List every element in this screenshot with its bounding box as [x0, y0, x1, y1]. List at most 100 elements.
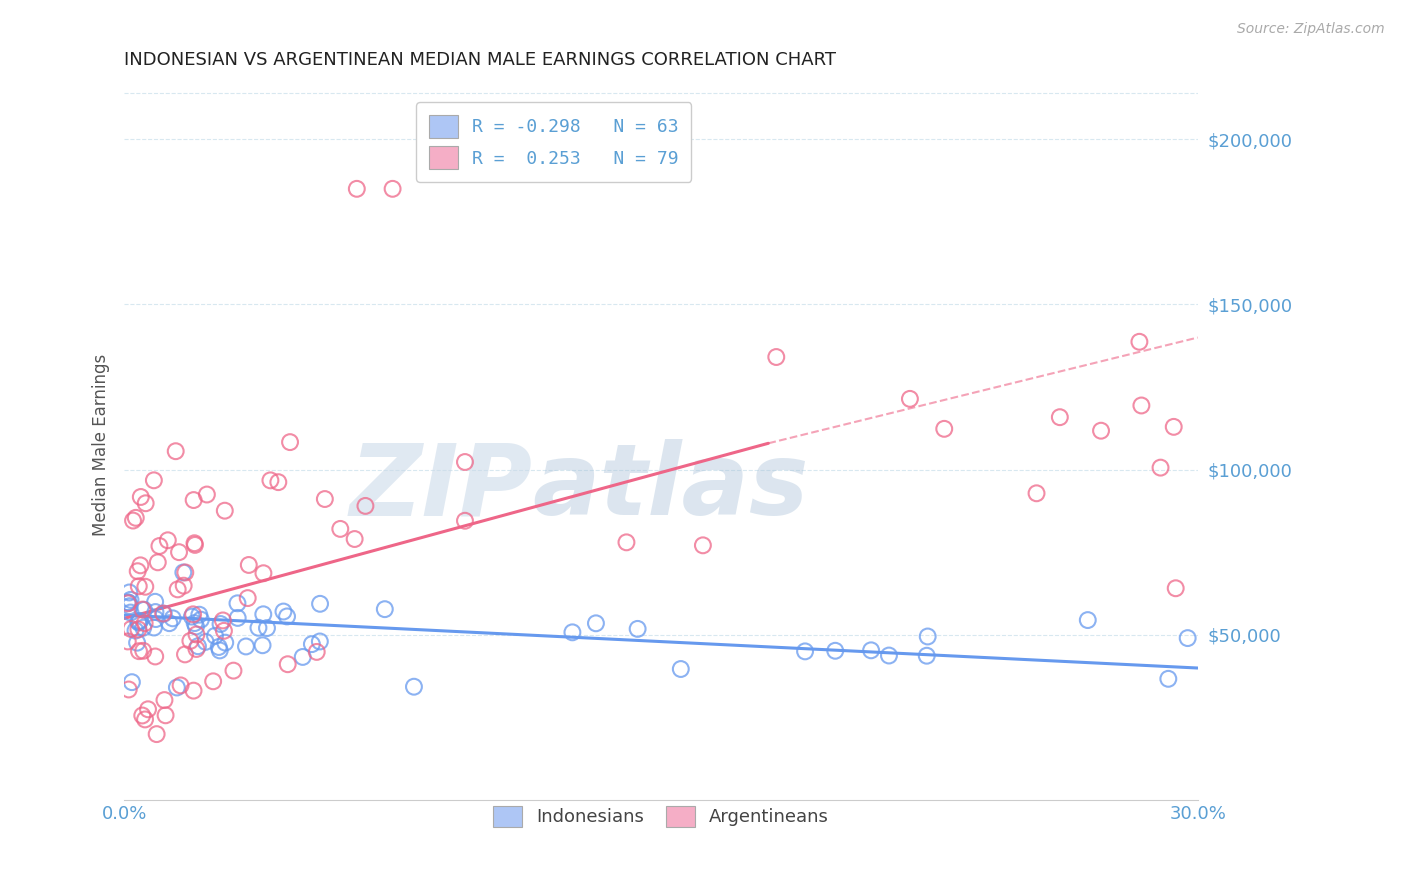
Point — [1157, 672, 1180, 686]
Point — [127, 623, 149, 637]
Point — [124, 624, 146, 638]
Point — [247, 621, 270, 635]
Text: atlas: atlas — [531, 439, 808, 536]
Point — [1025, 486, 1047, 500]
Point — [561, 625, 583, 640]
Text: ZIP: ZIP — [349, 439, 531, 536]
Point — [202, 674, 225, 689]
Point — [267, 475, 290, 490]
Point — [152, 607, 174, 621]
Point — [143, 595, 166, 609]
Point — [669, 662, 692, 676]
Point — [273, 605, 295, 619]
Point — [136, 702, 159, 716]
Point — [120, 606, 142, 620]
Point — [122, 514, 145, 528]
Point — [208, 643, 231, 657]
Point — [1164, 581, 1187, 595]
Point — [1077, 613, 1099, 627]
Point — [187, 639, 209, 653]
Point — [153, 607, 176, 621]
Point — [252, 566, 274, 581]
Point — [259, 474, 281, 488]
Point — [1130, 399, 1153, 413]
Point — [157, 616, 180, 631]
Point — [314, 491, 336, 506]
Point — [585, 616, 607, 631]
Point — [794, 644, 817, 658]
Point — [127, 615, 149, 629]
Point — [125, 635, 148, 649]
Point — [276, 609, 298, 624]
Point — [132, 621, 155, 635]
Point — [214, 635, 236, 649]
Point — [135, 496, 157, 510]
Point — [184, 619, 207, 633]
Point — [129, 558, 152, 573]
Point — [145, 727, 167, 741]
Point — [174, 566, 197, 580]
Point — [143, 621, 166, 635]
Point — [131, 602, 153, 616]
Point — [1163, 420, 1185, 434]
Point — [898, 392, 921, 406]
Point — [214, 504, 236, 518]
Point — [183, 683, 205, 698]
Point — [186, 627, 208, 641]
Point — [226, 611, 249, 625]
Point — [627, 622, 650, 636]
Point — [824, 644, 846, 658]
Point — [167, 545, 190, 559]
Point — [128, 579, 150, 593]
Point — [309, 597, 332, 611]
Point — [454, 514, 477, 528]
Point — [915, 648, 938, 663]
Point — [127, 564, 149, 578]
Point — [454, 455, 477, 469]
Point — [172, 566, 194, 580]
Point — [381, 182, 404, 196]
Point — [1149, 460, 1171, 475]
Point — [183, 493, 205, 508]
Legend: Indonesians, Argentineans: Indonesians, Argentineans — [485, 798, 837, 834]
Point — [374, 602, 396, 616]
Point — [132, 603, 155, 617]
Point — [278, 435, 301, 450]
Point — [236, 591, 259, 606]
Point — [308, 634, 330, 648]
Point — [184, 538, 207, 552]
Point — [121, 675, 143, 690]
Point — [162, 611, 184, 625]
Point — [1090, 424, 1112, 438]
Point — [277, 657, 299, 672]
Point — [179, 633, 201, 648]
Point — [301, 637, 323, 651]
Point — [117, 634, 139, 648]
Point — [226, 596, 249, 610]
Point — [181, 607, 204, 622]
Point — [354, 499, 377, 513]
Point — [134, 580, 156, 594]
Point — [134, 713, 156, 727]
Point — [145, 612, 167, 626]
Point — [204, 629, 226, 643]
Point — [132, 644, 155, 658]
Point — [145, 605, 167, 619]
Point — [120, 622, 142, 636]
Point — [143, 649, 166, 664]
Point — [1177, 631, 1199, 645]
Point — [146, 555, 169, 569]
Point — [186, 642, 208, 657]
Point — [235, 640, 257, 654]
Point — [118, 682, 141, 697]
Point — [190, 613, 212, 627]
Y-axis label: Median Male Earnings: Median Male Earnings — [93, 354, 110, 536]
Point — [118, 596, 141, 610]
Point — [131, 708, 153, 723]
Point — [165, 444, 187, 458]
Point — [212, 624, 235, 638]
Text: INDONESIAN VS ARGENTINEAN MEDIAN MALE EARNINGS CORRELATION CHART: INDONESIAN VS ARGENTINEAN MEDIAN MALE EA… — [124, 51, 837, 69]
Point — [212, 614, 235, 628]
Point — [142, 473, 165, 487]
Point — [917, 630, 939, 644]
